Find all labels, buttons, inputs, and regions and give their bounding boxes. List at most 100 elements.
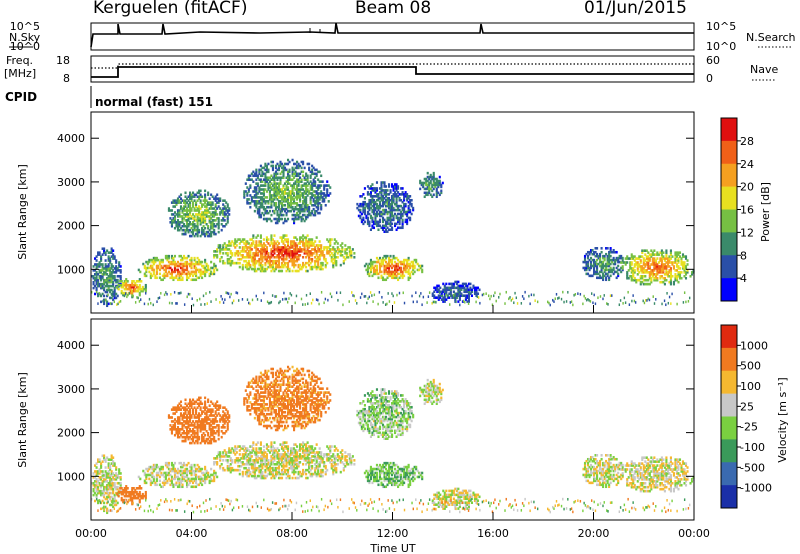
power-cell <box>185 264 189 268</box>
power-cell <box>210 260 213 264</box>
power-cell <box>648 259 651 262</box>
power-cell <box>243 194 246 197</box>
power-cell <box>285 261 288 265</box>
power-cell <box>296 250 299 253</box>
power-cell <box>211 272 214 276</box>
power-cell <box>633 263 636 266</box>
power-cell <box>630 278 633 282</box>
power-cell <box>305 242 308 245</box>
power-cell <box>432 183 435 187</box>
velocity-cell <box>172 412 175 415</box>
power-cell <box>431 183 434 187</box>
power-cell <box>591 258 594 262</box>
power-cell <box>665 278 668 282</box>
power-cell <box>255 246 258 249</box>
power-cell <box>271 200 275 203</box>
power-cell <box>299 263 302 267</box>
power-cell <box>201 215 204 218</box>
power-cell <box>469 288 472 292</box>
power-cell <box>190 256 193 260</box>
power-cell <box>302 200 305 203</box>
power-cell <box>211 230 214 234</box>
power-cell <box>315 252 318 255</box>
power-cell <box>211 211 214 214</box>
power-cell <box>435 195 438 199</box>
velocity-cell <box>187 437 190 441</box>
power-cell <box>360 202 363 206</box>
power-cell <box>428 189 431 193</box>
power-cell <box>311 259 314 263</box>
power-cell <box>390 210 394 214</box>
power-cell <box>608 252 611 256</box>
velocity-cell <box>181 469 184 473</box>
velocity-cell <box>97 485 100 489</box>
power-cell <box>137 280 140 283</box>
power-cell <box>674 257 677 260</box>
power-cell <box>296 194 299 197</box>
power-cell <box>279 246 282 249</box>
power-cell <box>308 242 311 245</box>
power-cell <box>395 274 398 278</box>
power-cell <box>404 270 407 274</box>
power-cell <box>296 217 299 221</box>
power-cell <box>283 217 287 221</box>
power-cell <box>389 228 392 232</box>
power-cell <box>308 240 311 243</box>
velocity-cell <box>95 474 98 477</box>
power-cell <box>273 246 276 249</box>
velocity-cell <box>192 481 195 485</box>
power-cell <box>246 265 249 269</box>
power-cell <box>368 187 371 190</box>
power-cell <box>173 205 177 208</box>
power-cell <box>286 240 290 243</box>
power-cell <box>158 260 161 264</box>
power-cell <box>253 209 256 213</box>
power-cell <box>271 178 275 181</box>
power-cell <box>252 180 255 183</box>
power-cell <box>606 260 609 264</box>
power-cell <box>281 298 284 301</box>
power-cell <box>293 168 296 172</box>
velocity-cell <box>167 414 170 417</box>
power-cell <box>300 250 303 253</box>
power-cell <box>397 185 400 188</box>
power-cell <box>420 181 423 185</box>
power-cell <box>390 206 394 210</box>
power-cell <box>651 274 654 278</box>
power-cell <box>283 162 287 166</box>
power-cell <box>323 184 326 187</box>
velocity-cell <box>172 469 175 473</box>
power-cell <box>409 195 412 198</box>
velocity-cell <box>152 465 155 469</box>
power-cell <box>644 278 647 282</box>
power-cell <box>261 250 264 253</box>
power-cell <box>606 302 608 305</box>
power-cell <box>279 190 282 193</box>
power-cell <box>314 246 317 249</box>
power-cell <box>406 258 409 262</box>
velocity-cell <box>190 473 193 477</box>
velocity-cell <box>112 481 115 485</box>
power-cell <box>632 257 635 260</box>
power-cell <box>448 282 451 286</box>
power-cell <box>158 262 161 266</box>
power-cell <box>163 268 166 272</box>
power-cell <box>282 203 285 207</box>
power-cell <box>663 263 666 266</box>
power-cell <box>473 288 477 292</box>
power-cell <box>264 200 267 203</box>
power-cell <box>310 301 313 305</box>
velocity-cell <box>201 467 204 471</box>
power-cell <box>289 242 293 245</box>
power-cell <box>271 166 275 170</box>
power-cell <box>387 272 391 276</box>
velocity-cell <box>125 490 128 494</box>
velocity-cell <box>196 469 199 473</box>
power-cell <box>274 182 278 185</box>
power-cell <box>264 263 267 267</box>
power-cell <box>244 244 247 247</box>
power-cell <box>293 192 296 195</box>
power-cell <box>246 186 249 189</box>
power-cell <box>97 280 100 284</box>
power-cell <box>528 294 530 298</box>
